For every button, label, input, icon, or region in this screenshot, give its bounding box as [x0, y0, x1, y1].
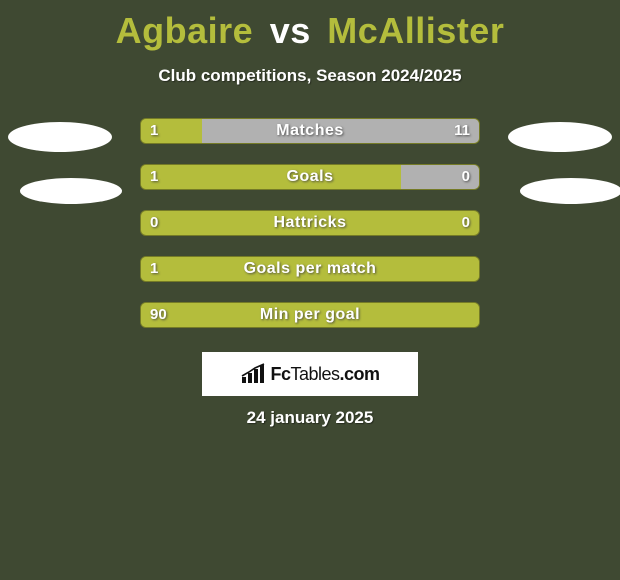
bar-track — [140, 118, 480, 144]
bar-track — [140, 256, 480, 282]
player1-name: Agbaire — [116, 10, 254, 51]
stat-row-min-per-goal: 90 Min per goal — [0, 302, 620, 348]
bar-left — [141, 119, 202, 143]
comparison-infographic: Agbaire vs McAllister Club competitions,… — [0, 0, 620, 580]
logo-suffix: .com — [340, 364, 380, 384]
bars-icon — [240, 363, 266, 385]
logo-inner: FcTables.com — [240, 363, 379, 385]
stat-row-goals-per-match: 1 Goals per match — [0, 256, 620, 302]
bar-right — [401, 165, 479, 189]
stat-row-hattricks: 0 Hattricks 0 — [0, 210, 620, 256]
stats-chart: 1 Matches 11 1 Goals 0 0 Hattricks 0 — [0, 118, 620, 348]
bar-left — [141, 165, 401, 189]
logo-brand-bold: Fc — [270, 364, 290, 384]
logo-brand-rest: Tables — [290, 364, 339, 384]
bar-track — [140, 210, 480, 236]
date: 24 january 2025 — [0, 408, 620, 428]
fctables-logo: FcTables.com — [202, 352, 418, 396]
bar-left — [141, 303, 479, 327]
bar-left — [141, 257, 479, 281]
club-logo-left-2 — [20, 178, 122, 204]
logo-text: FcTables.com — [270, 364, 379, 385]
club-logo-left-1 — [8, 122, 112, 152]
club-logo-right-1 — [508, 122, 612, 152]
title-separator: vs — [270, 10, 311, 51]
bar-track — [140, 164, 480, 190]
page-title: Agbaire vs McAllister — [0, 0, 620, 52]
bar-right — [202, 119, 479, 143]
bar-track — [140, 302, 480, 328]
subtitle: Club competitions, Season 2024/2025 — [0, 66, 620, 86]
club-logo-right-2 — [520, 178, 620, 204]
player2-name: McAllister — [327, 10, 504, 51]
